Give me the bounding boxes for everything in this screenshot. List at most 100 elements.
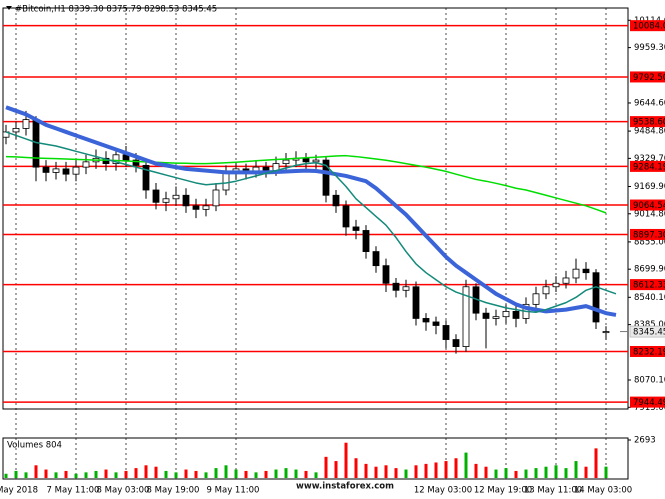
volume-bar: [474, 463, 478, 478]
volume-bar: [244, 470, 248, 478]
volume-bar: [54, 472, 58, 478]
volume-bar: [344, 442, 348, 478]
volume-bar: [274, 469, 278, 478]
volume-bar: [524, 469, 528, 478]
candle-body: [212, 189, 220, 207]
x-tick-label: 13 May 11:00: [524, 486, 582, 496]
x-tick-label: 14 May 03:00: [574, 486, 632, 496]
candle-body: [382, 265, 390, 284]
volume-bar: [194, 470, 198, 478]
volume-bar: [464, 452, 468, 478]
volume-bar: [564, 468, 568, 478]
candle-body: [362, 230, 370, 252]
candle-body: [82, 161, 90, 168]
moving-average: [5, 154, 607, 214]
volume-bar: [484, 466, 488, 478]
level-label: 9284.19: [633, 162, 665, 172]
volume-bar: [174, 472, 178, 478]
plot-frame: [2, 7, 629, 410]
candle-body: [12, 128, 20, 133]
volume-bar: [494, 469, 498, 478]
volume-bar: [264, 470, 268, 478]
volume-bar: [584, 466, 588, 478]
candle-body: [532, 293, 540, 305]
candle-body: [62, 168, 70, 175]
candle-body: [172, 194, 180, 200]
candle-body: [372, 251, 380, 267]
menu-triangle: [6, 6, 12, 10]
candle-body: [492, 316, 500, 319]
candle-body: [462, 286, 470, 347]
moving-average: [5, 105, 617, 317]
volume-bar: [304, 470, 308, 478]
y-tick-label: 9169.90: [634, 182, 665, 192]
candle-body: [332, 194, 340, 207]
candle-body: [422, 318, 430, 323]
watermark: www.instaforex.com: [296, 482, 394, 492]
level-label: 8612.33: [633, 281, 665, 291]
last-price-box: [629, 325, 665, 338]
x-tick-label: 8 May 19:00: [147, 486, 200, 496]
volume-bar: [284, 468, 288, 478]
volume-bar: [434, 462, 438, 478]
volume-bar: [354, 458, 358, 478]
candle-body: [322, 159, 330, 196]
volume-bar: [334, 461, 338, 478]
volume-bar: [184, 469, 188, 478]
volume-bar: [254, 472, 258, 478]
volume-bar: [94, 470, 98, 478]
level-label: 9538.60: [633, 118, 665, 128]
volume-bar: [34, 465, 38, 478]
volume-bar: [504, 468, 508, 478]
level-label-box: [630, 228, 665, 240]
y-tick-label: 9644.60: [634, 98, 665, 108]
volume-bar: [604, 466, 608, 478]
level-label-box: [630, 199, 665, 211]
x-tick-label: 8 May 03:00: [97, 486, 150, 496]
volume-bar: [414, 465, 418, 478]
y-tick-label: 8540.10: [634, 293, 665, 303]
volume-bar: [154, 466, 158, 478]
volume-bar: [384, 465, 388, 478]
volume-bar: [454, 458, 458, 478]
volume-bar: [404, 469, 408, 478]
candle-body: [162, 198, 170, 203]
x-tick-label: 9 May 11:00: [207, 486, 260, 496]
volume-bar: [444, 461, 448, 478]
volume-tick-label: 2693: [634, 436, 656, 446]
candle-body: [452, 339, 460, 347]
x-tick-label: 12 May 19:00: [474, 486, 532, 496]
volume-bar: [324, 456, 328, 478]
candle-body: [562, 277, 570, 284]
volume-bar: [4, 473, 8, 478]
volume-bar: [314, 472, 318, 478]
candle-body: [502, 311, 510, 318]
candle-body: [432, 321, 440, 326]
candle-body: [542, 286, 550, 295]
candle-body: [342, 205, 350, 228]
level-label: 10084.01: [633, 22, 665, 32]
candle-body: [512, 311, 520, 319]
candle-body: [72, 166, 80, 175]
y-tick-label: 8070.10: [634, 376, 665, 386]
candle-body: [222, 172, 230, 191]
candle-body: [192, 205, 200, 210]
x-tick-label: 6 May 2018: [0, 486, 38, 496]
volume-bar: [534, 468, 538, 478]
y-tick-label: 9014.80: [634, 209, 665, 219]
candle-body: [282, 159, 290, 165]
y-tick-label: 7915.00: [634, 403, 665, 413]
candle-body: [152, 189, 160, 203]
volume-bar: [214, 468, 218, 478]
candle-body: [202, 205, 210, 210]
level-label-box: [630, 20, 665, 32]
candle-body: [592, 272, 600, 323]
y-tick-label: 9329.70: [634, 154, 665, 164]
volume-bar: [204, 472, 208, 478]
volume-bar: [144, 465, 148, 478]
candle-body: [102, 157, 110, 165]
volume-bar: [84, 472, 88, 478]
volume-bar: [104, 469, 108, 478]
level-label-box: [630, 71, 665, 83]
